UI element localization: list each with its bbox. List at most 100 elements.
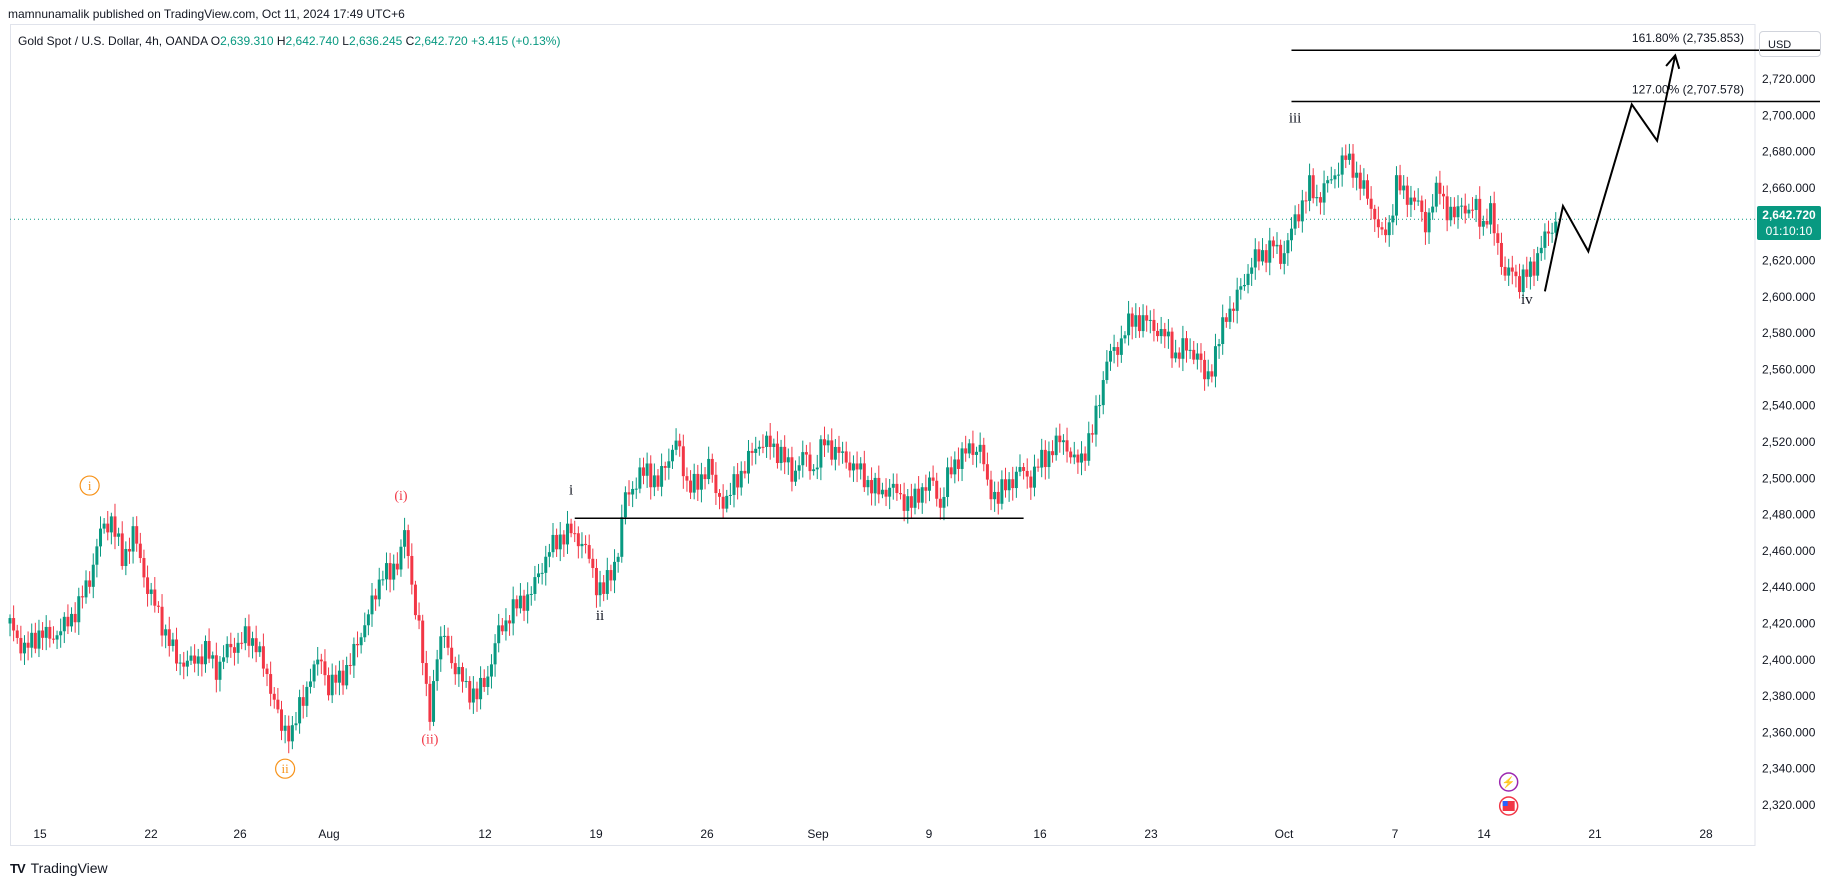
candle-body	[551, 534, 555, 553]
candle-body	[435, 659, 439, 682]
currency-button[interactable]: USD	[1759, 31, 1821, 57]
candle-body	[1004, 479, 1007, 491]
candle-body	[1159, 328, 1163, 337]
candle-body	[1492, 203, 1496, 234]
candle-body	[1391, 215, 1395, 223]
candle-body	[164, 629, 168, 636]
candle-body	[1554, 221, 1558, 233]
wave-label: (ii)	[421, 732, 438, 747]
candle-body	[812, 469, 816, 472]
candle-body	[1351, 153, 1355, 178]
candle-body	[113, 516, 117, 537]
candle-body	[442, 635, 446, 637]
candle-body	[294, 723, 298, 726]
candle-body	[1105, 361, 1109, 381]
candle-body	[348, 665, 352, 667]
candle-body	[1518, 276, 1522, 293]
candle-body	[117, 533, 121, 537]
publication-info: mamnunamalik published on TradingView.co…	[8, 7, 405, 21]
candle-body	[1127, 313, 1131, 336]
candle-body	[1101, 380, 1105, 406]
candle-body	[815, 467, 819, 470]
tradingview-brand[interactable]: TV TradingView	[10, 860, 108, 876]
candle-body	[562, 534, 566, 545]
candle-body	[222, 657, 226, 662]
chart-pane[interactable]	[10, 24, 1755, 846]
x-tick-label: 9	[926, 827, 933, 841]
candle-body	[1228, 308, 1232, 322]
y-tick-label: 2,520.000	[1762, 435, 1816, 449]
candle-body	[631, 488, 635, 495]
candle-body	[301, 697, 305, 706]
candle-body	[1195, 353, 1199, 360]
x-tick-label: 15	[33, 827, 47, 841]
candle-body	[1329, 179, 1333, 181]
candle-body	[1536, 253, 1540, 276]
candle-body	[558, 534, 562, 550]
candle-body	[913, 488, 917, 508]
candle-body	[280, 709, 283, 731]
candle-body	[153, 589, 157, 606]
candle-body	[1514, 271, 1518, 277]
fib-level-label: 161.80% (2,735.853)	[1632, 31, 1744, 45]
candle-body	[681, 446, 685, 477]
candle-body	[1326, 180, 1330, 184]
candle-body	[298, 697, 302, 724]
wave-label: (i)	[394, 489, 408, 504]
candle-body	[1366, 180, 1369, 199]
candle-body	[1470, 209, 1474, 211]
candle-body	[109, 516, 113, 533]
x-tick-label: 14	[1477, 827, 1491, 841]
x-tick-label: 16	[1033, 827, 1047, 841]
candle-body	[363, 625, 367, 638]
candle-body	[674, 440, 678, 450]
candle-body	[526, 594, 530, 611]
candle-body	[399, 546, 403, 570]
candle-body	[721, 496, 725, 509]
candle-body	[1257, 249, 1261, 262]
candle-body	[106, 523, 110, 533]
candle-body	[479, 677, 483, 700]
candle-body	[649, 463, 653, 488]
candle-body	[1090, 433, 1094, 435]
candle-body	[786, 457, 790, 463]
candle-body	[287, 725, 291, 742]
candle-body	[272, 693, 276, 700]
candle-body	[620, 517, 624, 557]
candle-body	[276, 699, 280, 710]
candle-body	[1130, 313, 1134, 327]
candle-body	[384, 563, 388, 580]
candle-body	[667, 461, 671, 468]
candle-body	[12, 618, 16, 631]
candle-body	[8, 618, 12, 624]
candle-body	[189, 655, 193, 661]
candle-body	[1344, 155, 1348, 160]
candle-body	[214, 655, 218, 680]
candle-body	[1250, 267, 1254, 274]
symbol-label[interactable]: Gold Spot / U.S. Dollar, 4h, OANDA	[18, 34, 208, 48]
candle-body	[750, 450, 754, 453]
candle-body	[967, 443, 971, 454]
candle-body	[446, 635, 450, 648]
wave-label: iv	[1521, 292, 1533, 308]
y-tick-label: 2,540.000	[1762, 399, 1816, 413]
fib-level-label: 127.00% (2,707.578)	[1632, 83, 1744, 97]
candle-body	[1308, 175, 1312, 201]
candle-body	[265, 668, 269, 675]
candle-body	[489, 664, 493, 677]
candle-body	[323, 661, 327, 676]
candle-body	[1174, 352, 1178, 359]
candle-body	[1311, 175, 1315, 199]
candle-body	[1394, 175, 1398, 216]
y-tick-label: 2,320.000	[1762, 798, 1816, 812]
candle-body	[1224, 317, 1228, 322]
candle-body	[790, 457, 794, 482]
candle-body	[1108, 350, 1112, 362]
candle-body	[167, 629, 171, 646]
candle-body	[609, 570, 613, 581]
candle-body	[99, 528, 102, 547]
candle-body	[1445, 196, 1449, 221]
candle-body	[985, 464, 989, 480]
candle-body	[996, 491, 1000, 504]
